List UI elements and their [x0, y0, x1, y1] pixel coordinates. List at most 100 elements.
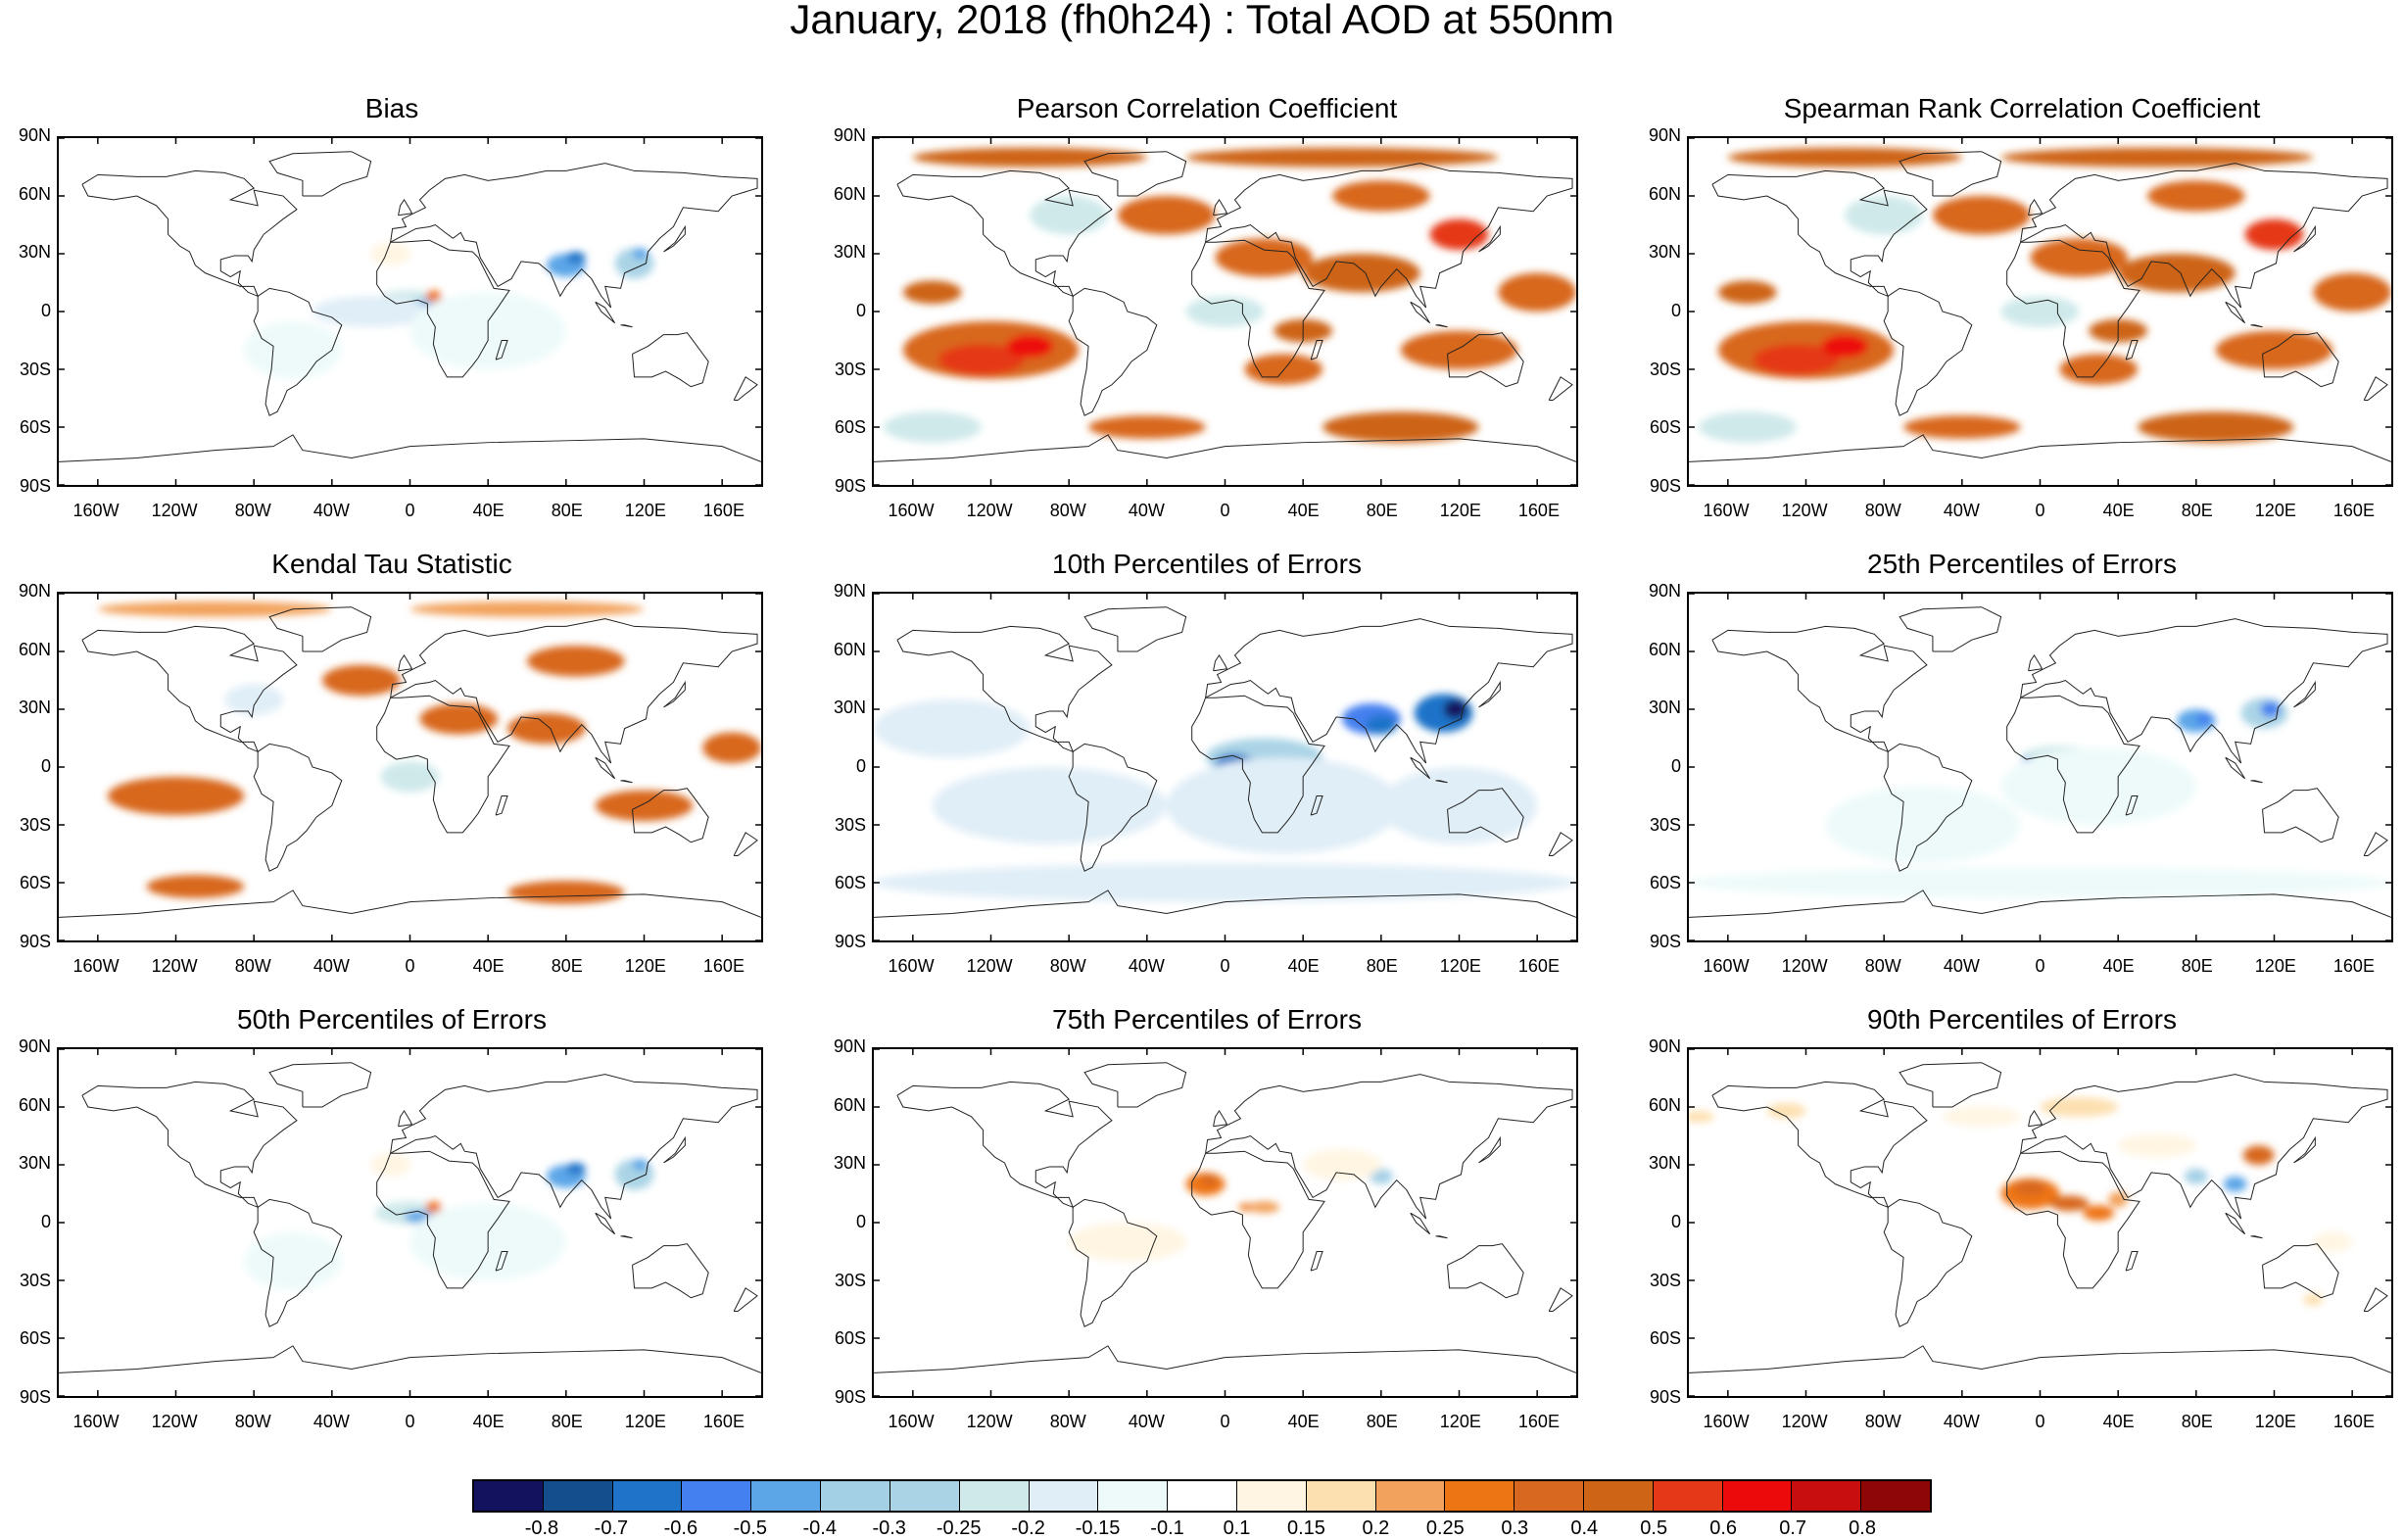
coastline: [1410, 756, 1431, 780]
coastline: [1068, 1198, 1158, 1327]
colorbar-label: 0.15: [1286, 1517, 1325, 1539]
lat-label: 90S: [834, 932, 866, 951]
coastline: [1447, 332, 1524, 388]
coastline: [2262, 788, 2339, 843]
lat-label: 30S: [19, 814, 51, 835]
coastline: [2262, 1243, 2339, 1299]
field-patch: [565, 1163, 586, 1175]
coastline: [1435, 1235, 1448, 1239]
panel-title: Bias: [364, 93, 419, 123]
map-frame: [1687, 1047, 2393, 1398]
panel-title: 25th Percentiles of Errors: [1867, 549, 2177, 579]
coastline: [1191, 239, 1325, 378]
coastline: [1711, 169, 1928, 298]
field-patch: [1903, 415, 2021, 439]
field-patch: [224, 684, 284, 715]
coastline: [733, 832, 758, 856]
lon-label: 160E: [1517, 1412, 1560, 1431]
lat-label: 60S: [834, 1328, 866, 1349]
lon-label: 80E: [551, 501, 583, 520]
coastline: [1310, 1250, 1323, 1272]
field-patch: [1717, 280, 1777, 305]
field-patch: [425, 290, 442, 303]
coastline: [376, 695, 510, 834]
coastline: [1689, 1345, 2391, 1373]
lon-label: 120W: [966, 1412, 1013, 1431]
lon-label: 80W: [1864, 501, 1901, 520]
coastline: [1711, 625, 1928, 753]
map-panel: Spearman Rank Correlation Coefficient 90N…: [1630, 93, 2404, 544]
coastline: [1205, 163, 1573, 309]
lat-label: 60S: [1649, 417, 1681, 438]
lat-label: 60N: [833, 639, 866, 659]
field-patch: [1117, 196, 1216, 235]
field-patch: [2118, 254, 2236, 293]
field-patch: [380, 761, 440, 793]
lon-label: 160W: [888, 501, 935, 520]
panel-title: Kendal Tau Statistic: [271, 549, 512, 579]
coastline: [2020, 618, 2388, 764]
colorbar-label: -0.15: [1075, 1517, 1121, 1539]
field-patch: [2108, 1191, 2129, 1208]
coastline: [253, 287, 343, 416]
map-panel: Bias 90N 60N 30N 0 30S 60S 90S 160W 120W 80W 40W 0 40…: [0, 93, 784, 544]
lon-label: 80W: [1049, 501, 1086, 520]
map-field: [1689, 594, 2391, 940]
lat-label: 90N: [18, 125, 51, 145]
field-patch: [1303, 1149, 1381, 1180]
lat-label: 60N: [1648, 1094, 1681, 1115]
field-patch: [1332, 180, 1430, 212]
lat-label: 0: [40, 301, 51, 320]
coastline: [595, 756, 616, 780]
coastline: [620, 1235, 633, 1239]
panel-title: 75th Percentiles of Errors: [1052, 1004, 1362, 1035]
field-patch: [874, 863, 1576, 902]
colorbar-label: -0.1: [1150, 1517, 1184, 1539]
coastline: [81, 169, 298, 298]
field-patch: [1069, 1223, 1186, 1262]
coastline: [390, 618, 758, 764]
field-patch: [146, 875, 245, 898]
lon-label: 80E: [1366, 956, 1398, 976]
colorbar-swatch: [1375, 1481, 1446, 1511]
lat-label: 60S: [834, 417, 866, 438]
coastline: [1899, 1062, 2002, 1108]
lat-label: 90N: [18, 581, 51, 601]
map-panel: Kendal Tau Statistic 90N 60N 30N 0 30S 60S 90S 1…: [0, 549, 784, 999]
field-patch: [1766, 1103, 1806, 1119]
coastline: [2250, 1235, 2263, 1239]
coastline: [390, 1074, 758, 1220]
lat-label: 60N: [833, 183, 866, 204]
lon-label: 0: [2035, 1412, 2045, 1431]
field-patch: [632, 1159, 649, 1171]
colorbar-label: -0.25: [936, 1517, 982, 1539]
colorbar-swatch: [1236, 1481, 1307, 1511]
colorbar-swatch: [1029, 1481, 1099, 1511]
field-patch: [702, 732, 761, 764]
field-patch: [565, 252, 586, 264]
coastline: [1083, 151, 1187, 197]
coastline: [1310, 794, 1323, 816]
colorbar-swatch: [1584, 1481, 1654, 1511]
coastline: [1689, 890, 2391, 918]
field-patch: [419, 703, 499, 735]
coastline: [376, 1150, 510, 1289]
colorbar-label: 0.2: [1362, 1517, 1390, 1539]
coastline: [620, 780, 633, 784]
lon-label: 80W: [1049, 1412, 1086, 1431]
lon-label: 80E: [1366, 1412, 1398, 1431]
field-patch: [1166, 757, 1401, 854]
lat-label: 30N: [833, 1153, 866, 1174]
lat-label: 60S: [19, 417, 51, 438]
lat-label: 90N: [833, 125, 866, 145]
coastline: [733, 376, 758, 401]
field-patch: [2040, 1097, 2119, 1117]
lon-label: 80E: [2181, 956, 2213, 976]
field-patch: [1303, 254, 1420, 293]
field-patch: [2049, 1195, 2090, 1212]
panel-title: 90th Percentiles of Errors: [1867, 1004, 2177, 1035]
field-patch: [1689, 867, 2391, 898]
lat-label: 0: [40, 756, 51, 776]
field-patch: [2195, 712, 2212, 725]
lon-label: 40W: [313, 501, 350, 520]
